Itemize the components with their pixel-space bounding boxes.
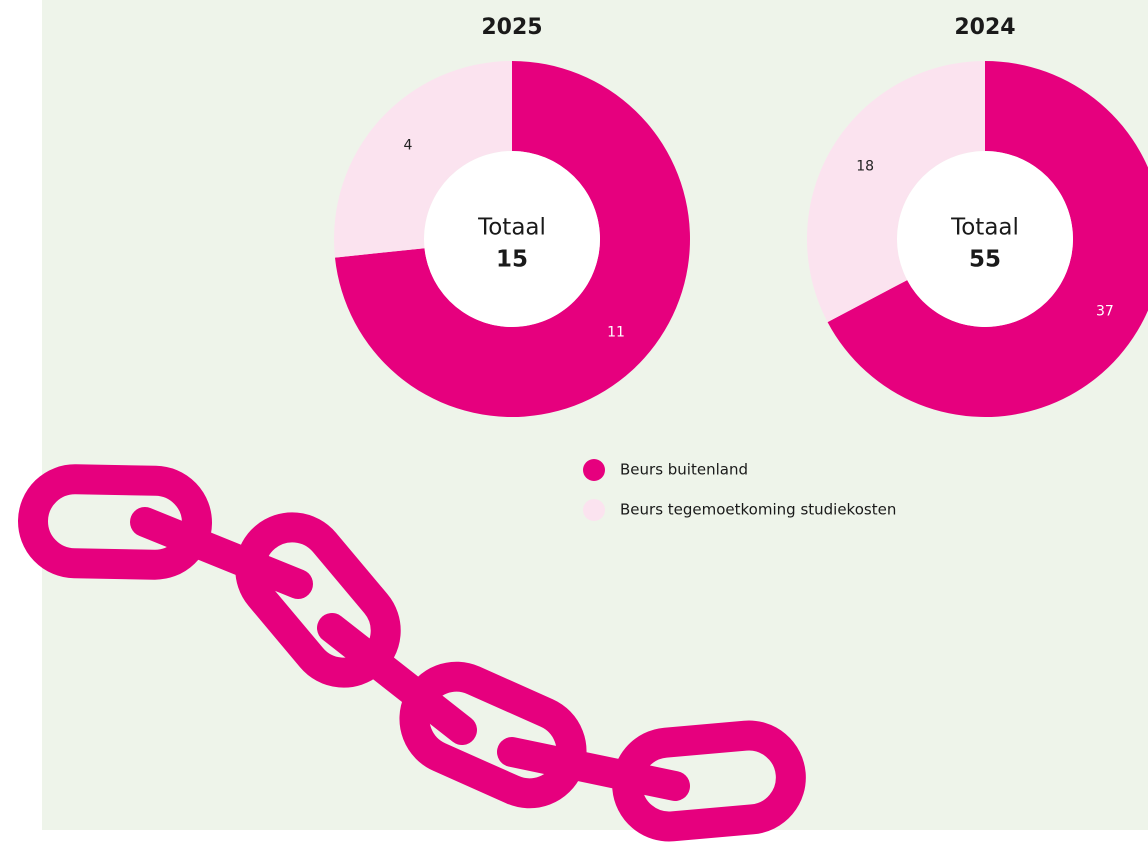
center-total: 15 bbox=[496, 247, 528, 273]
center-total: 55 bbox=[969, 247, 1001, 273]
legend-swatch bbox=[583, 459, 605, 481]
legend-label: Beurs tegemoetkoming studiekosten bbox=[620, 501, 896, 519]
legend-label: Beurs buitenland bbox=[620, 461, 748, 479]
chart: 2025 11 4 Totaal 15 2024 37 18 Totaal 55 Beurs bui… bbox=[0, 0, 1148, 853]
value-label: 18 bbox=[856, 159, 874, 175]
chart-title: 2024 bbox=[954, 15, 1015, 40]
value-label: 4 bbox=[403, 137, 412, 153]
center-label: Totaal bbox=[477, 215, 546, 241]
value-label: 37 bbox=[1096, 303, 1114, 319]
chart-title: 2025 bbox=[481, 15, 542, 40]
page: {"legend": {"labels": ["Beurs buitenland… bbox=[0, 0, 1148, 853]
legend-swatch bbox=[583, 499, 605, 521]
value-label: 11 bbox=[607, 325, 625, 341]
center-label: Totaal bbox=[950, 215, 1019, 241]
